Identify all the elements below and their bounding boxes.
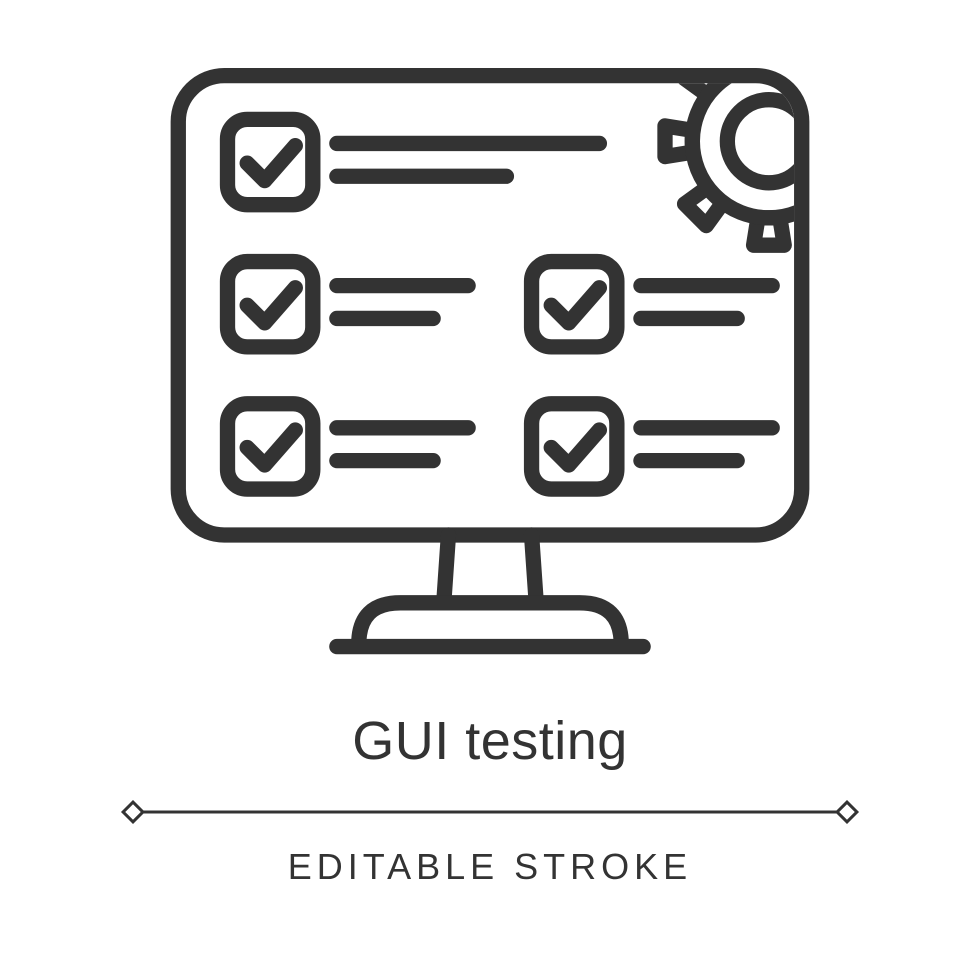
icon-caption: GUI testing xyxy=(352,710,628,772)
check-item xyxy=(532,404,773,489)
check-item xyxy=(228,404,469,489)
check-item xyxy=(228,262,469,347)
gui-testing-icon xyxy=(140,50,840,670)
check-item xyxy=(228,119,600,204)
check-item xyxy=(532,262,773,347)
editable-stroke-label: EDITABLE STROKE xyxy=(288,846,692,888)
icon-card: GUI testing EDITABLE STROKE xyxy=(0,0,980,980)
editable-stroke-divider-icon xyxy=(120,800,860,824)
